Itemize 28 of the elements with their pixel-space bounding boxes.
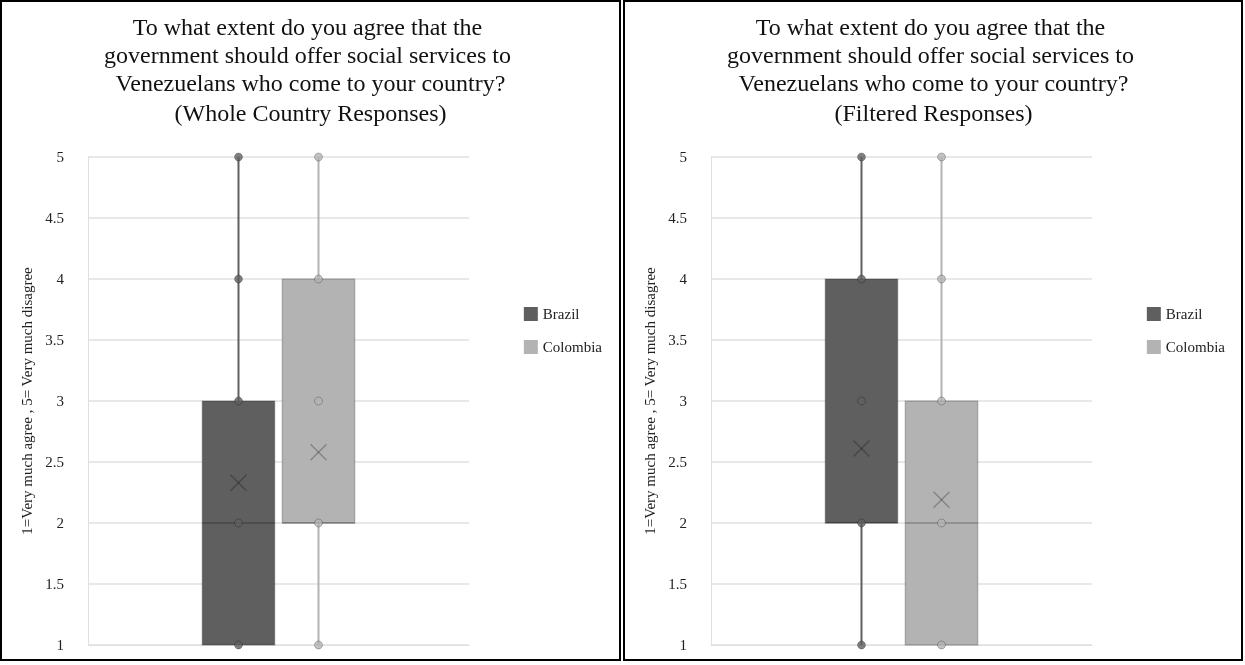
chart-title: To what extent do you agree that the government should offer social services to Venezuelans who come to your country? — [104, 14, 517, 96]
y-tick-label: 4.5 — [45, 210, 64, 226]
chart-subtitle: (Filtered Responses) — [834, 100, 1032, 126]
y-tick-label: 5 — [56, 149, 64, 165]
legend-label: Brazil — [1165, 306, 1202, 322]
y-tick-label: 3.5 — [667, 332, 687, 348]
y-tick-label: 3 — [679, 393, 687, 409]
y-axis-title: 1=Very much agree , 5= Very much disagree — [18, 266, 35, 535]
y-tick-label: 1.5 — [667, 576, 687, 592]
y-tick-label: 2.5 — [45, 454, 64, 470]
y-tick-label: 1 — [56, 637, 64, 653]
y-tick-label: 4.5 — [667, 210, 687, 226]
y-tick-label: 2 — [679, 515, 687, 531]
y-tick-label: 2.5 — [667, 454, 687, 470]
y-tick-label: 2 — [56, 515, 64, 531]
y-tick-label: 4 — [56, 271, 65, 287]
legend-label: Colombia — [1165, 339, 1225, 355]
y-tick-label: 3 — [56, 393, 64, 409]
y-tick-label: 3.5 — [45, 332, 64, 348]
y-tick-label: 1.5 — [45, 576, 64, 592]
y-tick-label: 5 — [679, 149, 687, 165]
y-axis-title: 1=Very much agree , 5= Very much disagree — [641, 266, 658, 535]
y-tick-label: 4 — [679, 271, 687, 287]
chart-subtitle: (Whole Country Responses) — [174, 100, 447, 126]
chart-title: To what extent do you agree that the government should offer social services to Venezuelans who come to your country? — [726, 14, 1140, 96]
legend-label: Colombia — [542, 339, 603, 355]
y-tick-label: 1 — [679, 637, 687, 653]
legend-label: Brazil — [542, 306, 580, 322]
